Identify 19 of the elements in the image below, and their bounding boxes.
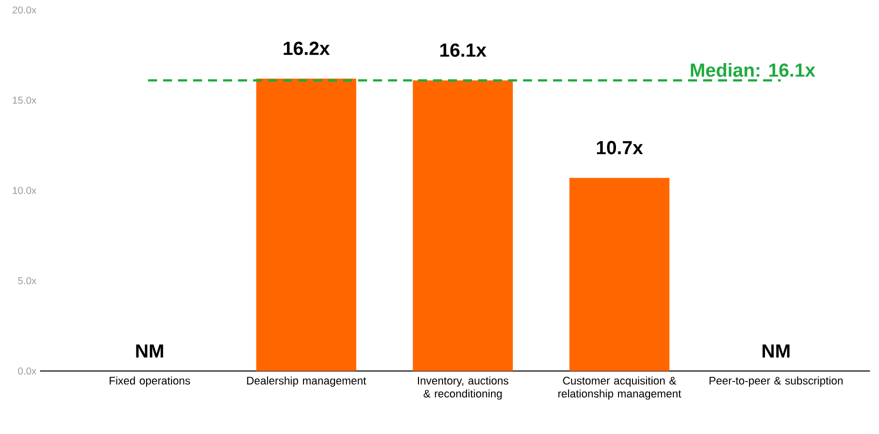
data-label: 16.2x <box>284 42 330 56</box>
bar <box>256 78 356 371</box>
x-tick-label: Inventory, auctions & reconditioning <box>418 376 508 400</box>
y-tick-label: 10.0x <box>12 186 36 194</box>
ref-line-label: Median: 16.1x <box>690 62 816 77</box>
text: NM <box>762 344 790 358</box>
text: NM <box>136 344 164 358</box>
x-tick-label: Peer-to-peer & subscription <box>710 376 843 387</box>
data-label: 10.7x <box>596 140 643 154</box>
y-tick-label: 20.0x <box>12 6 36 14</box>
y-tick-label: 0.0x <box>18 367 36 375</box>
bar <box>412 80 513 371</box>
x-tick-label: Customer acquisition & relationship management <box>558 376 682 400</box>
y-tick-label: 15.0x <box>12 96 36 104</box>
bar <box>569 178 670 371</box>
data-label: 16.1x <box>440 43 486 57</box>
y-tick-label: 5.0x <box>18 277 36 284</box>
x-tick-label: Dealership management <box>247 376 366 387</box>
x-tick-label: Fixed operations <box>110 376 190 387</box>
